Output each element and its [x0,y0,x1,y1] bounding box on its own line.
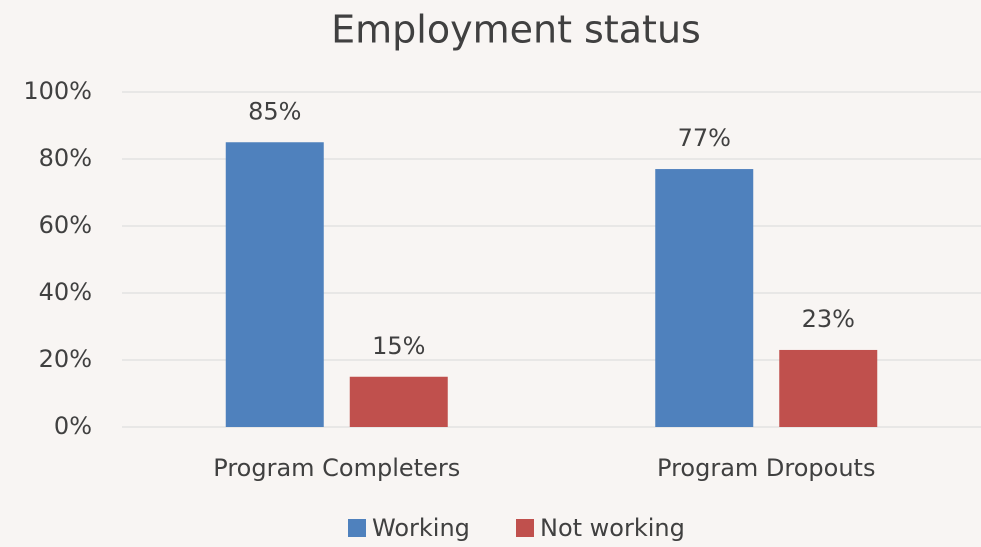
bar [349,376,448,427]
legend-label: Not working [540,514,685,542]
y-tick-label: 40% [39,278,92,306]
value-label: 15% [372,332,425,360]
value-label: 77% [678,124,731,152]
bar [655,169,754,428]
x-tick-label: Program Completers [213,454,460,482]
value-label: 23% [802,305,855,333]
y-tick-label: 80% [39,144,92,172]
x-tick-label: Program Dropouts [657,454,875,482]
value-label: 85% [248,97,301,125]
y-tick-label: 20% [39,345,92,373]
legend-swatch [348,519,366,537]
bar [779,349,878,427]
bar [225,142,324,427]
y-tick-label: 100% [23,77,92,105]
legend-swatch [516,519,534,537]
y-tick-label: 0% [54,412,92,440]
y-tick-label: 60% [39,211,92,239]
chart-title: Employment status [331,8,701,52]
legend-label: Working [372,514,470,542]
